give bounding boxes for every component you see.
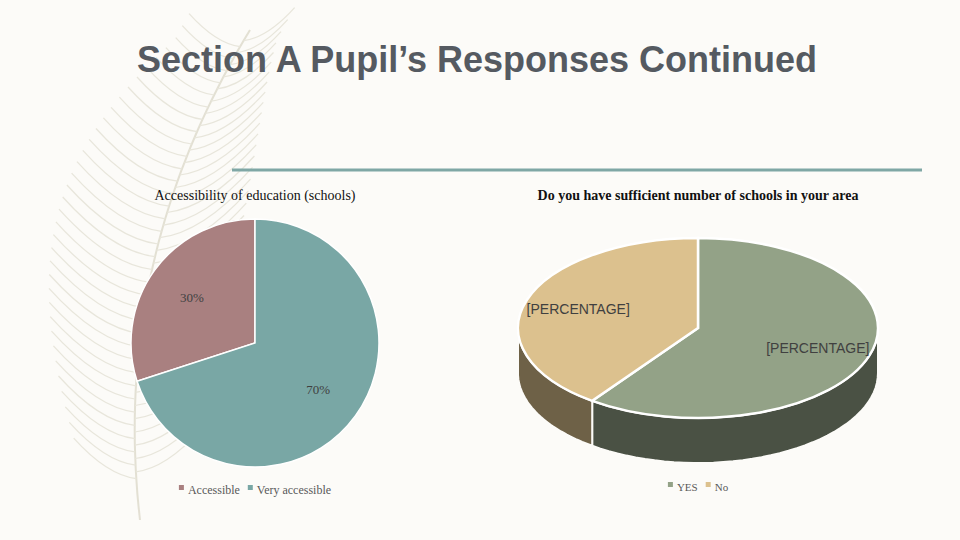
legend-swatch: [668, 482, 673, 487]
chart-title: Do you have sufficient number of schools…: [538, 188, 859, 203]
feather-barb: [65, 407, 135, 452]
legend-entry: Very accessible: [257, 483, 331, 497]
feather-barb: [137, 77, 203, 119]
background: [0, 0, 960, 540]
feather-barb: [67, 185, 158, 244]
divider: [232, 169, 922, 172]
feather-barb: [200, 82, 267, 126]
feather-barb: [52, 331, 136, 386]
data-label: [PERCENTAGE]: [527, 301, 630, 317]
legend-swatch: [179, 485, 184, 490]
slice: [137, 219, 379, 467]
feather-barb: [111, 107, 187, 156]
data-label: 30%: [180, 290, 204, 305]
slide-title: Section A Pupil’s Responses Continued: [137, 39, 817, 80]
feather-barb: [96, 129, 178, 182]
feather-barb: [128, 87, 197, 132]
feather-barb: [63, 197, 155, 257]
slice-3d: [518, 238, 698, 446]
legend-swatch: [706, 482, 711, 487]
feather-barb: [244, 8, 295, 41]
chart-title: Accessibility of education (schools): [154, 188, 355, 204]
legend-entry: Accessible: [188, 483, 240, 497]
feather-barb: [56, 361, 135, 412]
feather-barb: [53, 346, 135, 399]
feather-barb: [74, 438, 137, 479]
chart-title-line: Do you have sufficient number of schools…: [538, 188, 859, 203]
legend-swatch: [248, 485, 253, 490]
legend-entry: No: [715, 481, 729, 493]
slide: Section A Pupil’s Responses Continued Acc…: [0, 0, 960, 540]
legend: YES No: [668, 481, 729, 493]
feather-barb: [50, 317, 137, 373]
chart-title-line: Accessibility of education (schools): [154, 188, 355, 204]
slice-top: [518, 238, 698, 401]
feather-barb: [119, 97, 191, 144]
chart-pie3d: Do you have sufficient number of schools…: [518, 188, 878, 463]
feather-barb: [103, 118, 182, 169]
data-label: 70%: [306, 382, 330, 397]
chart-pie: Accessibility of education (schools): [131, 188, 379, 467]
legend-entry: YES: [677, 481, 698, 493]
feather-barb: [49, 302, 138, 359]
feather-barb: [69, 422, 135, 465]
data-label: [PERCENTAGE]: [766, 340, 869, 356]
legend: Accessible Very accessible: [179, 483, 331, 497]
